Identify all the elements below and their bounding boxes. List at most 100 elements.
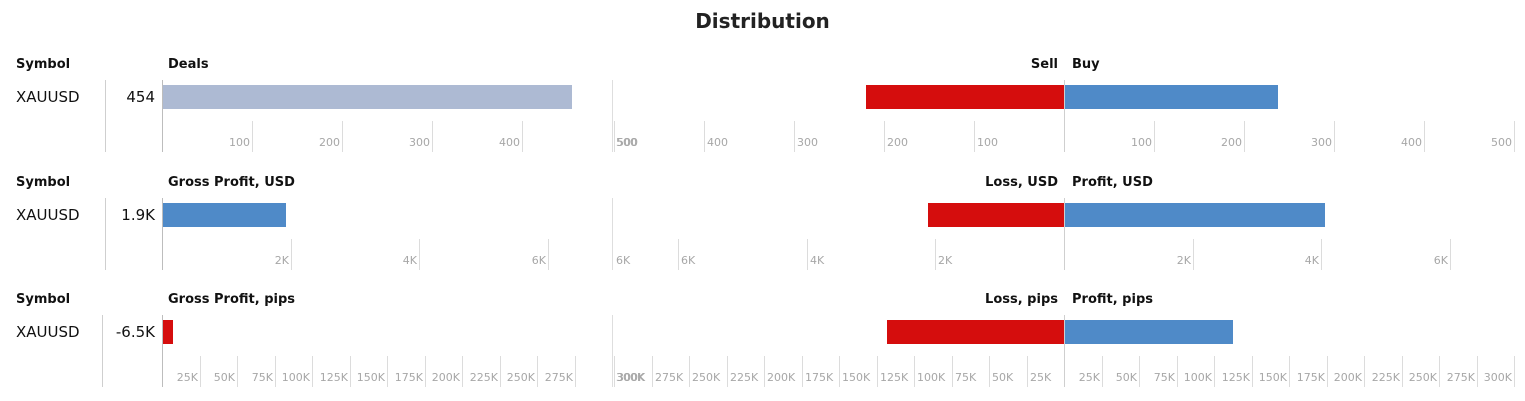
left-axis-tick-label: 400 (499, 136, 520, 149)
right-axis-tick (1244, 121, 1245, 152)
right-axis-tick (1289, 356, 1290, 387)
negative-axis-tick (727, 356, 728, 387)
negative-axis-tick-label: 500 (617, 136, 638, 149)
symbol-label: XAUUSD (16, 323, 80, 341)
positive-series-bar (1065, 203, 1325, 227)
right-axis-tick-label: 2K (1176, 254, 1191, 267)
negative-axis-tick-label: 200 (887, 136, 908, 149)
right-axis-tick-label: 100K (1183, 371, 1212, 384)
negative-axis-tick-label: 125K (880, 371, 909, 384)
right-axis-tick (1450, 239, 1451, 270)
left-axis-tick (312, 356, 313, 387)
negative-axis-tick (704, 121, 705, 152)
negative-axis-tick (884, 121, 885, 152)
right-axis-tick-label: 50K (1115, 371, 1137, 384)
right-axis-tick-label: 300 (1311, 136, 1332, 149)
negative-axis-tick (689, 356, 690, 387)
right-axis-tick-label: 225K (1371, 371, 1400, 384)
left-axis-tick-label: 6K (531, 254, 546, 267)
right-axis-tick-label: 75K (1153, 371, 1175, 384)
negative-series-bar (887, 320, 1064, 344)
right-axis-tick-label: 400 (1401, 136, 1422, 149)
left-axis-tick (275, 356, 276, 387)
negative-axis-tick (974, 121, 975, 152)
left-axis-tick-label: 200K (431, 371, 460, 384)
symbol-label: XAUUSD (16, 88, 80, 106)
chart-divider (612, 198, 613, 270)
negative-axis-tick-label: 6K (681, 254, 696, 267)
left-axis-tick-label: 225K (469, 371, 498, 384)
center-axis-line (1064, 80, 1065, 152)
left-axis-tick-label: 125K (319, 371, 348, 384)
right-axis-tick (1252, 356, 1253, 387)
chart-divider (612, 80, 613, 152)
right-axis-tick-label: 125K (1221, 371, 1250, 384)
negative-axis-tick (952, 356, 953, 387)
negative-axis-tick (678, 239, 679, 270)
negative-series-header: Loss, USD (985, 175, 1058, 190)
negative-series-bar (928, 203, 1064, 227)
symbol-header: Symbol (16, 57, 71, 72)
positive-series-header: Profit, pips (1072, 292, 1153, 307)
value-label: 1.9K (121, 206, 155, 224)
negative-axis-tick-label: 4K (810, 254, 825, 267)
negative-axis-tick-label: 200K (767, 371, 796, 384)
negative-axis-tick-label: 300K (617, 371, 646, 384)
negative-axis-tick (807, 239, 808, 270)
symbol-label: XAUUSD (16, 206, 80, 224)
left-axis-tick-label: 150K (356, 371, 385, 384)
right-axis-tick (1177, 356, 1178, 387)
center-axis-line (1064, 315, 1065, 387)
left-axis-tick (575, 356, 576, 387)
left-axis-tick-label: 175K (394, 371, 423, 384)
right-axis-tick (1154, 121, 1155, 152)
left-axis-tick (462, 356, 463, 387)
negative-axis-tick-label: 500 (616, 136, 637, 149)
left-axis-tick (537, 356, 538, 387)
value-separator (105, 198, 106, 270)
negative-series-header: Sell (1030, 57, 1058, 72)
negative-series-header: Loss, pips (985, 292, 1058, 307)
right-axis-tick-label: 200K (1333, 371, 1362, 384)
left-axis-tick (425, 356, 426, 387)
negative-axis-tick-label: 2K (938, 254, 953, 267)
right-axis-tick (1424, 121, 1425, 152)
right-axis-tick-label: 100 (1131, 136, 1152, 149)
left-axis-tick (548, 239, 549, 270)
negative-axis-tick-label: 175K (805, 371, 834, 384)
negative-axis-tick-label: 225K (730, 371, 759, 384)
center-axis-line (1064, 198, 1065, 270)
left-chart-header: Gross Profit, USD (168, 175, 295, 190)
left-chart-header: Deals (168, 57, 209, 72)
right-axis-tick (1439, 356, 1440, 387)
right-axis-tick-label: 150K (1258, 371, 1287, 384)
value-label: -6.5K (115, 323, 155, 341)
negative-axis-tick (802, 356, 803, 387)
left-axis-tick (350, 356, 351, 387)
negative-axis-tick-label: 400 (707, 136, 728, 149)
left-value-bar (163, 85, 572, 109)
right-axis-tick (1193, 239, 1194, 270)
left-axis-tick (387, 356, 388, 387)
right-axis-tick-label: 250K (1408, 371, 1437, 384)
left-axis-tick-label: 250K (506, 371, 535, 384)
left-axis-tick-label: 2K (274, 254, 289, 267)
negative-axis-tick-label: 150K (842, 371, 871, 384)
left-axis-tick-label: 4K (402, 254, 417, 267)
negative-series-bar (866, 85, 1064, 109)
positive-series-header: Buy (1072, 57, 1100, 72)
negative-axis-tick-label: 100K (917, 371, 946, 384)
negative-axis-tick-label: 275K (655, 371, 684, 384)
left-axis-tick-label: 275K (544, 371, 573, 384)
left-chart-baseline (162, 198, 163, 270)
right-axis-tick-label: 275K (1446, 371, 1475, 384)
left-chart-header: Gross Profit, pips (168, 292, 296, 307)
negative-axis-tick (839, 356, 840, 387)
left-chart-baseline (162, 80, 163, 152)
right-axis-tick-label: 500 (1491, 136, 1512, 149)
positive-series-bar (1065, 85, 1278, 109)
negative-axis-tick (914, 356, 915, 387)
right-axis-tick (1514, 356, 1515, 387)
value-label: 454 (126, 88, 155, 106)
negative-axis-tick-label: 100 (977, 136, 998, 149)
